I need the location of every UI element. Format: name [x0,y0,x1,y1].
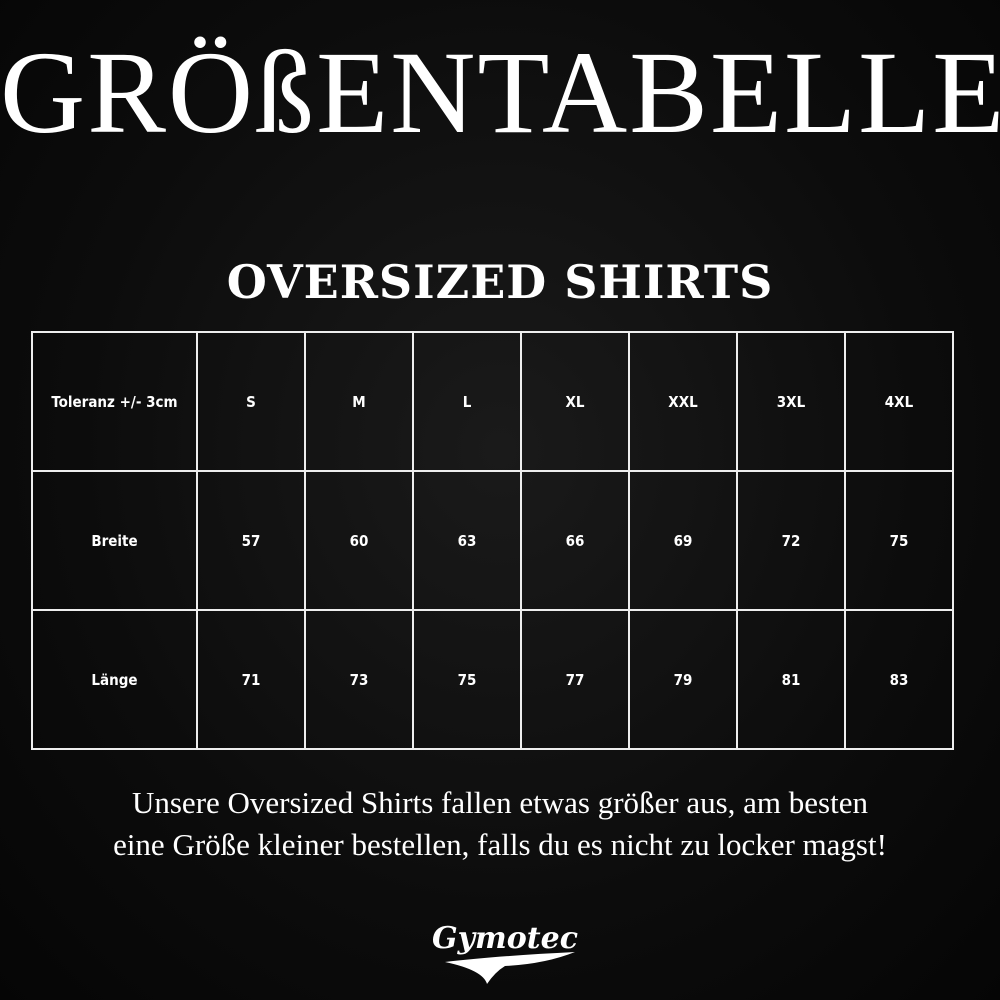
header-cell: XL [520,331,630,472]
table-header-row: Toleranz +/- 3cm S M L XL XXL 3XL 4XL [31,331,954,472]
table-row: Länge 71 73 75 77 79 81 83 [31,609,954,750]
fit-note: Unsere Oversized Shirts fallen etwas grö… [0,782,1000,866]
table-cell: 81 [736,609,846,750]
table-cell: 71 [196,609,306,750]
size-table: Toleranz +/- 3cm S M L XL XXL 3XL 4XL Br… [31,331,954,750]
gymotec-logo: Gymotec [432,921,578,984]
header-cell: 3XL [736,331,846,472]
table-row: Breite 57 60 63 66 69 72 75 [31,470,954,611]
page-title: GRÖßENTABELLE [0,27,1000,158]
table-cell: 75 [412,609,522,750]
header-cell: M [304,331,414,472]
logo-swoosh [445,952,575,984]
fit-note-line: Unsere Oversized Shirts fallen etwas grö… [131,785,868,820]
header-cell: Toleranz +/- 3cm [31,331,198,472]
table-cell: 77 [520,609,630,750]
table-cell: 73 [304,609,414,750]
header-cell: XXL [628,331,738,472]
table-cell: 60 [304,470,414,611]
table-cell: 57 [196,470,306,611]
table-cell: 66 [520,470,630,611]
fit-note-line: eine Größe kleiner bestellen, falls du e… [113,827,887,862]
table-cell: 63 [412,470,522,611]
table-cell: 72 [736,470,846,611]
table-cell: 83 [844,609,954,750]
row-label: Breite [31,470,198,611]
logo-text: Gymotec [432,921,578,956]
subtitle: OVERSIZED SHIRTS [226,255,774,309]
header-cell: L [412,331,522,472]
header-cell: S [196,331,306,472]
table-cell: 75 [844,470,954,611]
table-cell: 69 [628,470,738,611]
header-cell: 4XL [844,331,954,472]
row-label: Länge [31,609,198,750]
table-cell: 79 [628,609,738,750]
